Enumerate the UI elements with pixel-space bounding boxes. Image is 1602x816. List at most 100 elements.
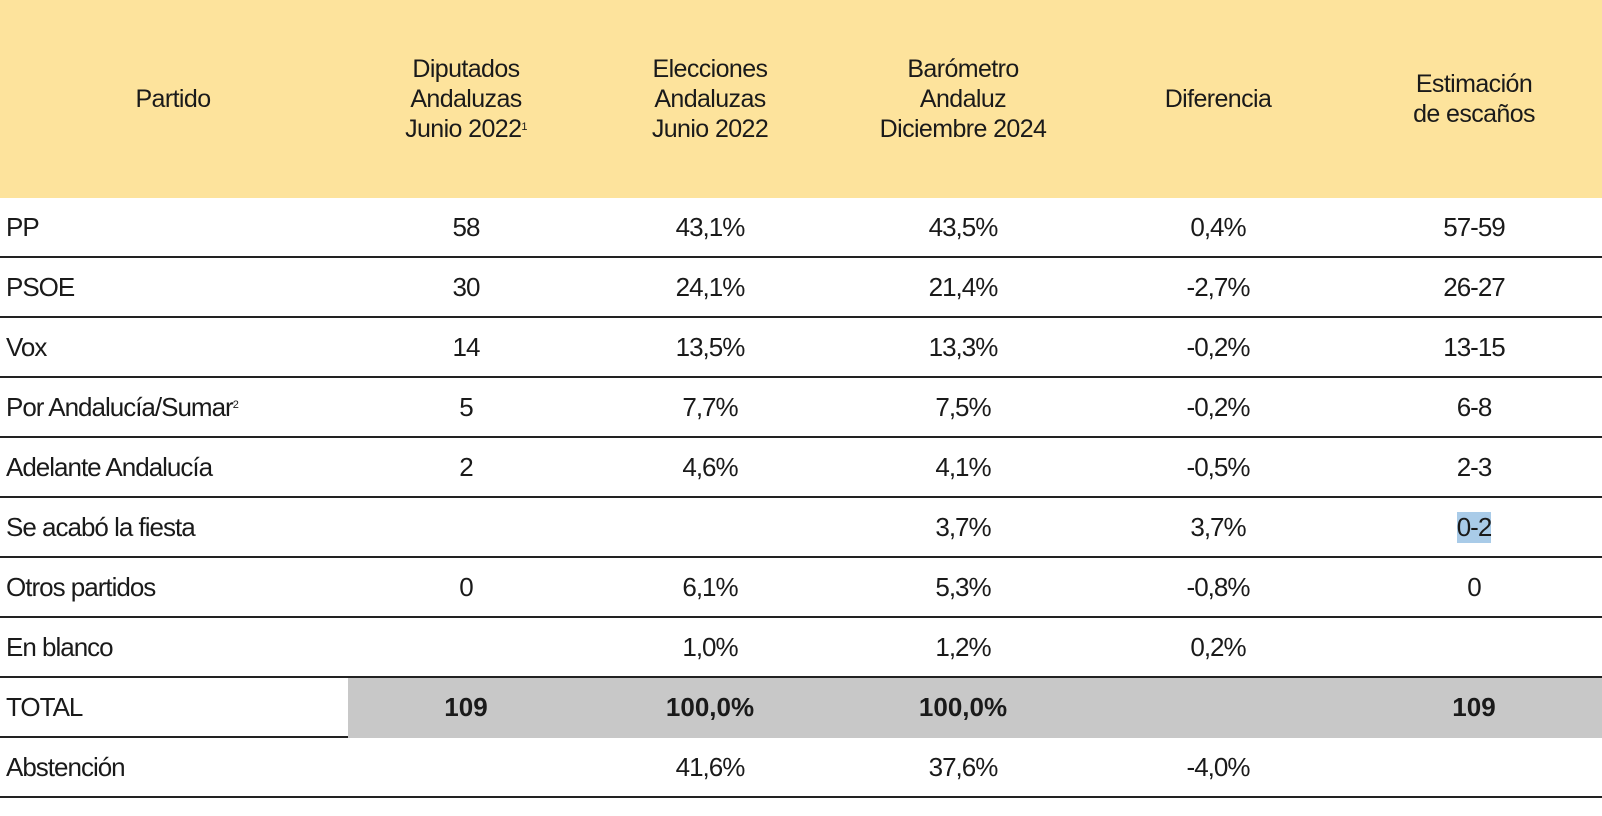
diferencia-cell: -0,2% (1090, 378, 1346, 436)
abstencion-estimacion (1346, 738, 1602, 796)
table-row: Adelante Andalucía 2 4,6% 4,1% -0,5% 2-3 (0, 438, 1602, 498)
table-row: Por Andalucía/Sumar 2 5 7,7% 7,5% -0,2% 6-8 (0, 378, 1602, 438)
party-name: En blanco (0, 618, 348, 676)
header-partido-label: Partido (135, 85, 211, 113)
header-barometro-line1: Barómetro (907, 55, 1019, 83)
total-elecciones: 100,0% (665, 691, 755, 722)
diputados-value: 30 (452, 271, 481, 302)
barometro-cell: 13,3% (836, 318, 1090, 376)
party-name-text: Por Andalucía/Sumar (6, 391, 234, 422)
elecciones-cell: 13,5% (584, 318, 836, 376)
party-name: PP (0, 198, 348, 256)
barometro-cell: 21,4% (836, 258, 1090, 316)
estimacion-cell: 13-15 (1346, 318, 1602, 376)
table-header: Partido Diputados Andaluzas Junio 20221 … (0, 0, 1602, 198)
diferencia-value: -2,7% (1186, 271, 1251, 302)
row-divider (0, 736, 348, 738)
header-elecciones-line2: Andaluzas (654, 85, 766, 113)
diputados-value: 14 (452, 331, 481, 362)
diferencia-value: -0,8% (1186, 571, 1251, 602)
abstencion-barometro: 37,6% (928, 751, 999, 782)
total-label: TOTAL (6, 691, 83, 722)
elecciones-cell: 24,1% (584, 258, 836, 316)
estimacion-value: 2-3 (1456, 451, 1493, 482)
header-estimacion-line1: Estimación (1415, 70, 1533, 98)
party-name-text: En blanco (6, 631, 114, 662)
barometro-cell: 4,1% (836, 438, 1090, 496)
header-diputados-line2: Andaluzas (410, 85, 522, 113)
diferencia-value: -0,5% (1186, 451, 1251, 482)
elecciones-value: 7,7% (682, 391, 738, 422)
barometro-value: 13,3% (928, 331, 999, 362)
total-diferencia (1090, 678, 1346, 736)
footnote-marker: 2 (232, 399, 239, 411)
table-row: PP 58 43,1% 43,5% 0,4% 57-59 (0, 198, 1602, 258)
diputados-value: 58 (452, 211, 481, 242)
header-estimacion-line2: de escaños (1413, 100, 1535, 128)
estimacion-cell: 0-2 (1346, 498, 1602, 556)
diputados-cell: 2 (348, 438, 584, 496)
estimacion-cell: 2-3 (1346, 438, 1602, 496)
barometro-cell: 43,5% (836, 198, 1090, 256)
party-name-text: PP (6, 211, 40, 242)
barometro-value: 5,3% (935, 571, 991, 602)
total-barometro: 100,0% (918, 691, 1008, 722)
diferencia-value: 3,7% (1190, 511, 1246, 542)
elecciones-value: 6,1% (682, 571, 738, 602)
header-partido: Partido (70, 0, 276, 198)
barometro-value: 43,5% (928, 211, 999, 242)
estimacion-cell: 0 (1346, 558, 1602, 616)
diputados-value: 0 (459, 571, 474, 602)
elecciones-cell: 7,7% (584, 378, 836, 436)
estimacion-cell: 6-8 (1346, 378, 1602, 436)
elecciones-cell: 1,0% (584, 618, 836, 676)
party-name: Se acabó la fiesta (0, 498, 348, 556)
party-name-text: Adelante Andalucía (6, 451, 213, 482)
elecciones-cell (584, 498, 836, 556)
header-barometro-line2: Andaluz (919, 85, 1007, 113)
diputados-cell (348, 618, 584, 676)
estimacion-cell: 26-27 (1346, 258, 1602, 316)
diputados-cell: 5 (348, 378, 584, 436)
barometro-value: 3,7% (935, 511, 991, 542)
header-estimacion: Estimación de escaños (1346, 0, 1602, 198)
diferencia-cell: -0,8% (1090, 558, 1346, 616)
estimacion-value: 57-59 (1443, 211, 1505, 242)
abstencion-label: Abstención (6, 751, 126, 782)
party-name-text: PSOE (6, 271, 75, 302)
elecciones-value: 1,0% (682, 631, 738, 662)
abstencion-elecciones: 41,6% (675, 751, 746, 782)
diputados-cell: 30 (348, 258, 584, 316)
diferencia-value: -0,2% (1186, 331, 1251, 362)
estimacion-value: 0 (1467, 571, 1482, 602)
table-row: Vox 14 13,5% 13,3% -0,2% 13-15 (0, 318, 1602, 378)
diferencia-cell: -0,2% (1090, 318, 1346, 376)
total-highlight (348, 678, 1602, 738)
diputados-cell: 14 (348, 318, 584, 376)
diferencia-cell: -2,7% (1090, 258, 1346, 316)
header-diputados-line3: Junio 20221 (405, 115, 527, 143)
elecciones-cell: 6,1% (584, 558, 836, 616)
diputados-cell: 0 (348, 558, 584, 616)
barometro-value: 4,1% (935, 451, 991, 482)
diferencia-cell: 3,7% (1090, 498, 1346, 556)
diputados-cell (348, 498, 584, 556)
header-barometro-line3: Diciembre 2024 (879, 115, 1047, 143)
party-name: Otros partidos (0, 558, 348, 616)
party-name: PSOE (0, 258, 348, 316)
table-row: En blanco 1,0% 1,2% 0,2% (0, 618, 1602, 678)
elecciones-value: 4,6% (682, 451, 738, 482)
estimacion-cell: 57-59 (1346, 198, 1602, 256)
header-diputados-line1: Diputados (412, 55, 520, 83)
elecciones-cell: 43,1% (584, 198, 836, 256)
estimacion-value: 26-27 (1443, 271, 1505, 302)
table-row: PSOE 30 24,1% 21,4% -2,7% 26-27 (0, 258, 1602, 318)
header-elecciones: Elecciones Andaluzas Junio 2022 (584, 0, 836, 198)
party-name: Adelante Andalucía (0, 438, 348, 496)
header-elecciones-line1: Elecciones (652, 55, 769, 83)
barometro-cell: 1,2% (836, 618, 1090, 676)
diputados-value: 2 (459, 451, 474, 482)
header-barometro: Barómetro Andaluz Diciembre 2024 (836, 0, 1090, 198)
diferencia-value: -0,2% (1186, 391, 1251, 422)
diferencia-cell: 0,4% (1090, 198, 1346, 256)
